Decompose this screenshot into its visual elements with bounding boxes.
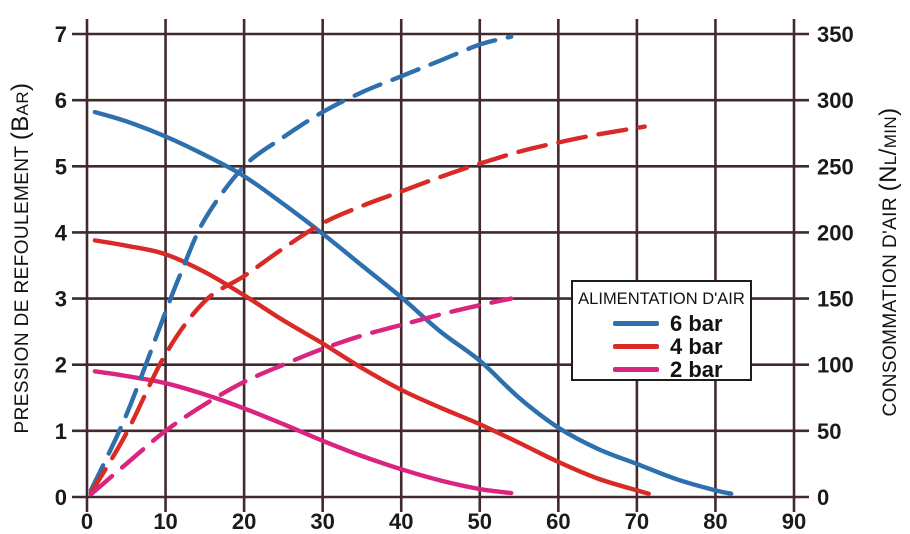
- legend-swatch-4bar: [613, 344, 659, 349]
- x-tick-label: 60: [546, 509, 570, 534]
- y-left-tick-label: 2: [55, 353, 67, 378]
- legend-title: ALIMENTATION D'AIR: [578, 290, 745, 308]
- y-right-tick-label: 50: [817, 419, 841, 444]
- legend-item-4bar: 4 bar: [573, 335, 750, 358]
- legend-swatch-6bar: [613, 321, 659, 326]
- legend-label-4bar: 4 bar: [670, 333, 723, 359]
- x-tick-label: 90: [782, 509, 806, 534]
- y-left-tick-label: 3: [55, 287, 67, 312]
- legend: ALIMENTATION D'AIR 6 bar 4 bar 2 bar: [571, 280, 752, 381]
- y-right-tick-label: 300: [817, 88, 854, 113]
- series-solid-pression-de-refoulement-alimentation-2-bar: [92, 369, 514, 496]
- legend-item-2bar: 2 bar: [573, 358, 750, 381]
- x-tick-label: 50: [468, 509, 492, 534]
- legend-label-6bar: 6 bar: [670, 310, 723, 336]
- y-left-tick-label: 0: [55, 485, 67, 510]
- series-dashed-consommation-d-air-alimentation-4-bar: [88, 124, 647, 496]
- y-left-tick-label: 5: [55, 154, 67, 179]
- x-tick-label: 20: [232, 509, 256, 534]
- legend-item-6bar: 6 bar: [573, 312, 750, 335]
- y-right-tick-label: 150: [817, 287, 854, 312]
- y-right-tick-label: 0: [817, 485, 829, 510]
- x-tick-label: 0: [81, 509, 93, 534]
- x-tick-label: 10: [153, 509, 177, 534]
- left-axis-title-text: PRESSION DE REFOULEMENT: [12, 145, 33, 434]
- y-left-tick-label: 7: [55, 22, 67, 47]
- series-dashed-consommation-d-air-alimentation-2-bar: [88, 296, 514, 497]
- x-tick-label: 30: [310, 509, 334, 534]
- y-left-tick-label: 4: [55, 220, 68, 245]
- left-axis-title: PRESSION DE REFOULEMENT (Bar): [7, 83, 35, 434]
- y-left-tick-label: 6: [55, 88, 67, 113]
- right-axis-title-text: CONSOMMATION D'AIR: [880, 197, 901, 417]
- series-solid-pression-de-refoulement-alimentation-6-bar: [92, 109, 734, 496]
- x-tick-label: 40: [389, 509, 413, 534]
- right-axis-title: CONSOMMATION D'AIR (Nl/min): [875, 108, 903, 417]
- left-axis-unit: (Bar): [7, 82, 34, 141]
- series-dashed-consommation-d-air-alimentation-6-bar: [88, 34, 514, 493]
- y-right-tick-label: 200: [817, 220, 854, 245]
- y-left-tick-label: 1: [55, 419, 67, 444]
- y-right-tick-label: 350: [817, 22, 854, 47]
- y-right-tick-label: 100: [817, 353, 854, 378]
- y-right-tick-label: 250: [817, 154, 854, 179]
- right-axis-unit: (Nl/min): [875, 107, 902, 192]
- legend-label-2bar: 2 bar: [670, 356, 723, 382]
- x-tick-label: 80: [703, 509, 727, 534]
- legend-swatch-2bar: [613, 367, 659, 372]
- x-tick-label: 70: [625, 509, 649, 534]
